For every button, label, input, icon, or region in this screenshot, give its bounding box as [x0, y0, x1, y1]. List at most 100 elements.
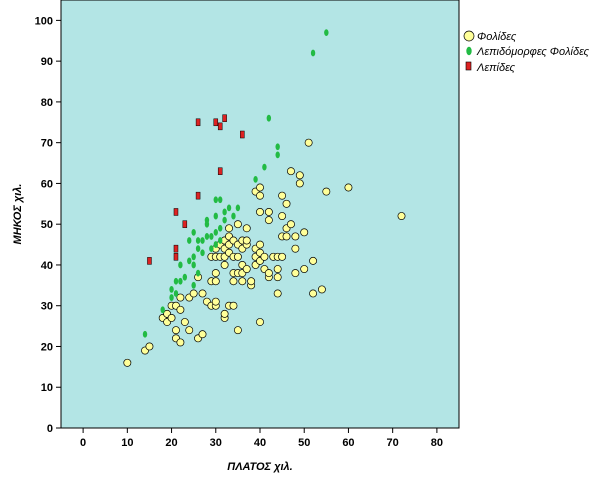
point-lepides — [173, 244, 179, 253]
point-lepidomorfes — [213, 228, 218, 236]
point-folides — [291, 244, 300, 253]
point-folides — [256, 191, 264, 200]
point-folides — [172, 326, 180, 335]
y-tick-label: 60 — [41, 178, 53, 190]
point-lepidomorfes — [191, 228, 196, 236]
point-folides — [295, 179, 304, 188]
point-folides — [300, 228, 309, 237]
point-folides — [273, 289, 282, 298]
legend-marker-folides — [463, 30, 475, 42]
point-lepidomorfes — [275, 143, 280, 151]
point-lepidomorfes — [262, 163, 267, 171]
point-folides — [264, 269, 273, 278]
point-lepidomorfes — [324, 29, 329, 37]
point-folides — [233, 326, 242, 335]
point-folides — [198, 289, 207, 298]
point-folides — [264, 216, 273, 225]
point-lepides — [240, 130, 245, 139]
point-lepidomorfes — [218, 237, 223, 244]
point-lepidomorfes — [204, 216, 210, 224]
point-folides — [295, 171, 304, 180]
point-folides — [273, 273, 282, 282]
point-folides — [397, 212, 406, 220]
point-lepidomorfes — [213, 241, 218, 248]
x-tick-label: 10 — [121, 437, 133, 449]
point-lepidomorfes — [178, 277, 183, 285]
point-lepidomorfes — [178, 261, 183, 269]
point-lepidomorfes — [187, 257, 192, 265]
point-lepides — [173, 253, 179, 261]
point-lepidomorfes — [169, 286, 174, 293]
point-lepides — [195, 191, 201, 200]
point-lepides — [217, 167, 223, 175]
legend-item-lepides: Λεπίδες — [465, 61, 516, 74]
y-tick-label: 70 — [41, 138, 53, 150]
y-tick-label: 30 — [41, 301, 53, 313]
point-folides — [238, 277, 247, 286]
point-lepides — [217, 122, 223, 131]
point-folides — [304, 138, 313, 147]
point-lepides — [147, 257, 152, 265]
point-lepidomorfes — [275, 151, 280, 159]
y-tick-label: 100 — [35, 15, 53, 27]
point-folides — [278, 191, 287, 200]
point-lepidomorfes — [200, 237, 205, 244]
point-lepidomorfes — [173, 290, 179, 297]
point-lepidomorfes — [235, 204, 241, 212]
point-folides — [300, 265, 309, 273]
point-lepidomorfes — [142, 330, 148, 338]
x-tick-label: 70 — [387, 437, 399, 449]
x-axis-title: ΠΛΑΤΟΣ χιλ. — [227, 461, 292, 473]
point-lepidomorfes — [218, 196, 223, 204]
point-folides — [256, 183, 264, 192]
x-tick-label: 0 — [80, 437, 86, 449]
point-lepides — [222, 114, 227, 122]
series-0 — [123, 138, 406, 367]
point-folides — [176, 305, 185, 314]
x-tick-label: 80 — [431, 437, 443, 449]
legend-label-folides: Φολίδες — [477, 31, 517, 43]
point-lepidomorfes — [218, 224, 223, 232]
y-axis: 0 10 20 30 40 50 60 70 80 90 100 — [35, 15, 61, 435]
point-folides — [278, 212, 287, 220]
point-folides — [198, 330, 207, 339]
point-folides — [322, 187, 331, 196]
point-folides — [220, 261, 229, 269]
point-lepidomorfes — [222, 216, 227, 224]
point-lepidomorfes — [195, 237, 201, 244]
point-folides — [309, 256, 318, 265]
point-folides — [282, 199, 291, 208]
point-lepidomorfes — [253, 175, 258, 183]
point-lepidomorfes — [213, 196, 218, 204]
series-2 — [147, 114, 245, 265]
point-folides — [291, 269, 300, 278]
point-lepidomorfes — [231, 212, 236, 220]
y-tick-label: 20 — [41, 341, 53, 353]
point-folides — [273, 265, 282, 273]
point-folides — [242, 236, 251, 245]
point-folides — [233, 252, 242, 261]
point-lepides — [213, 118, 219, 127]
point-folides — [211, 277, 220, 286]
legend-label-lepidomorfes: Λεπιδόμορφες Φολίδες — [476, 46, 590, 58]
point-lepidomorfes — [310, 49, 316, 57]
point-folides — [256, 240, 264, 249]
point-folides — [256, 318, 264, 326]
legend: Φολίδες Λεπιδόμορφες Φολίδες Λεπίδες — [463, 30, 590, 74]
x-tick-label: 30 — [210, 437, 222, 449]
point-lepidomorfes — [169, 294, 174, 301]
point-lepidomorfes — [191, 281, 196, 289]
point-lepidomorfes — [187, 237, 192, 244]
y-tick-label: 40 — [41, 260, 53, 272]
point-folides — [291, 232, 300, 241]
point-folides — [282, 232, 291, 241]
point-folides — [229, 277, 238, 286]
x-tick-label: 50 — [298, 437, 310, 449]
point-folides — [176, 338, 185, 347]
legend-item-lepidomorfes: Λεπιδόμορφες Φολίδες — [466, 46, 590, 58]
point-lepidomorfes — [226, 204, 232, 212]
point-folides — [256, 208, 264, 216]
point-lepides — [173, 208, 179, 216]
x-axis: 0 10 20 30 40 50 60 70 80 — [80, 428, 443, 449]
